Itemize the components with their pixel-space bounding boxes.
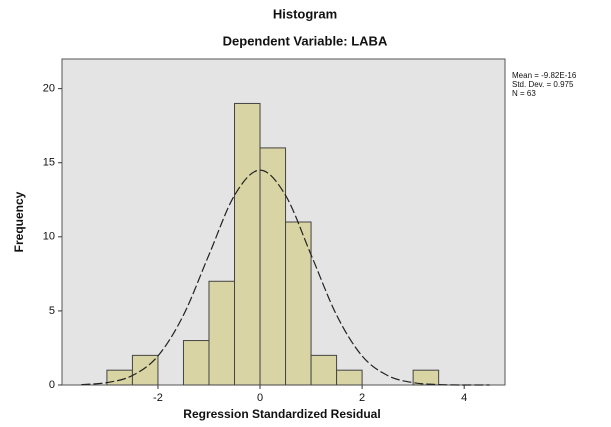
- bar: [336, 369, 363, 386]
- chart-subtitle: Dependent Variable: LABA: [223, 33, 388, 48]
- stat-label: Std. Dev. = 0.975: [512, 80, 574, 89]
- x-axis-title: Regression Standardized Residual: [183, 407, 380, 421]
- bar: [234, 102, 261, 386]
- y-tick-label: 5: [49, 305, 55, 317]
- y-axis-title: Frequency: [12, 191, 26, 252]
- bar: [412, 369, 440, 386]
- x-tick-label: 2: [359, 392, 365, 404]
- bar: [208, 280, 236, 386]
- bar: [310, 354, 338, 386]
- chart-title: Histogram: [273, 6, 337, 21]
- x-tick-label: 4: [461, 392, 467, 404]
- bar: [182, 340, 210, 386]
- y-tick-label: 20: [43, 83, 55, 95]
- y-tick-label: 15: [43, 157, 55, 169]
- bar: [106, 369, 133, 386]
- x-tick-label: 0: [257, 392, 263, 404]
- stat-label: Mean = -9.82E-16: [512, 71, 577, 80]
- x-tick-label: -2: [153, 392, 163, 404]
- y-tick-label: 10: [43, 231, 55, 243]
- y-tick-label: 0: [49, 379, 55, 391]
- stat-label: N = 63: [512, 89, 536, 98]
- normal-curve: [81, 169, 490, 386]
- bar: [259, 147, 287, 386]
